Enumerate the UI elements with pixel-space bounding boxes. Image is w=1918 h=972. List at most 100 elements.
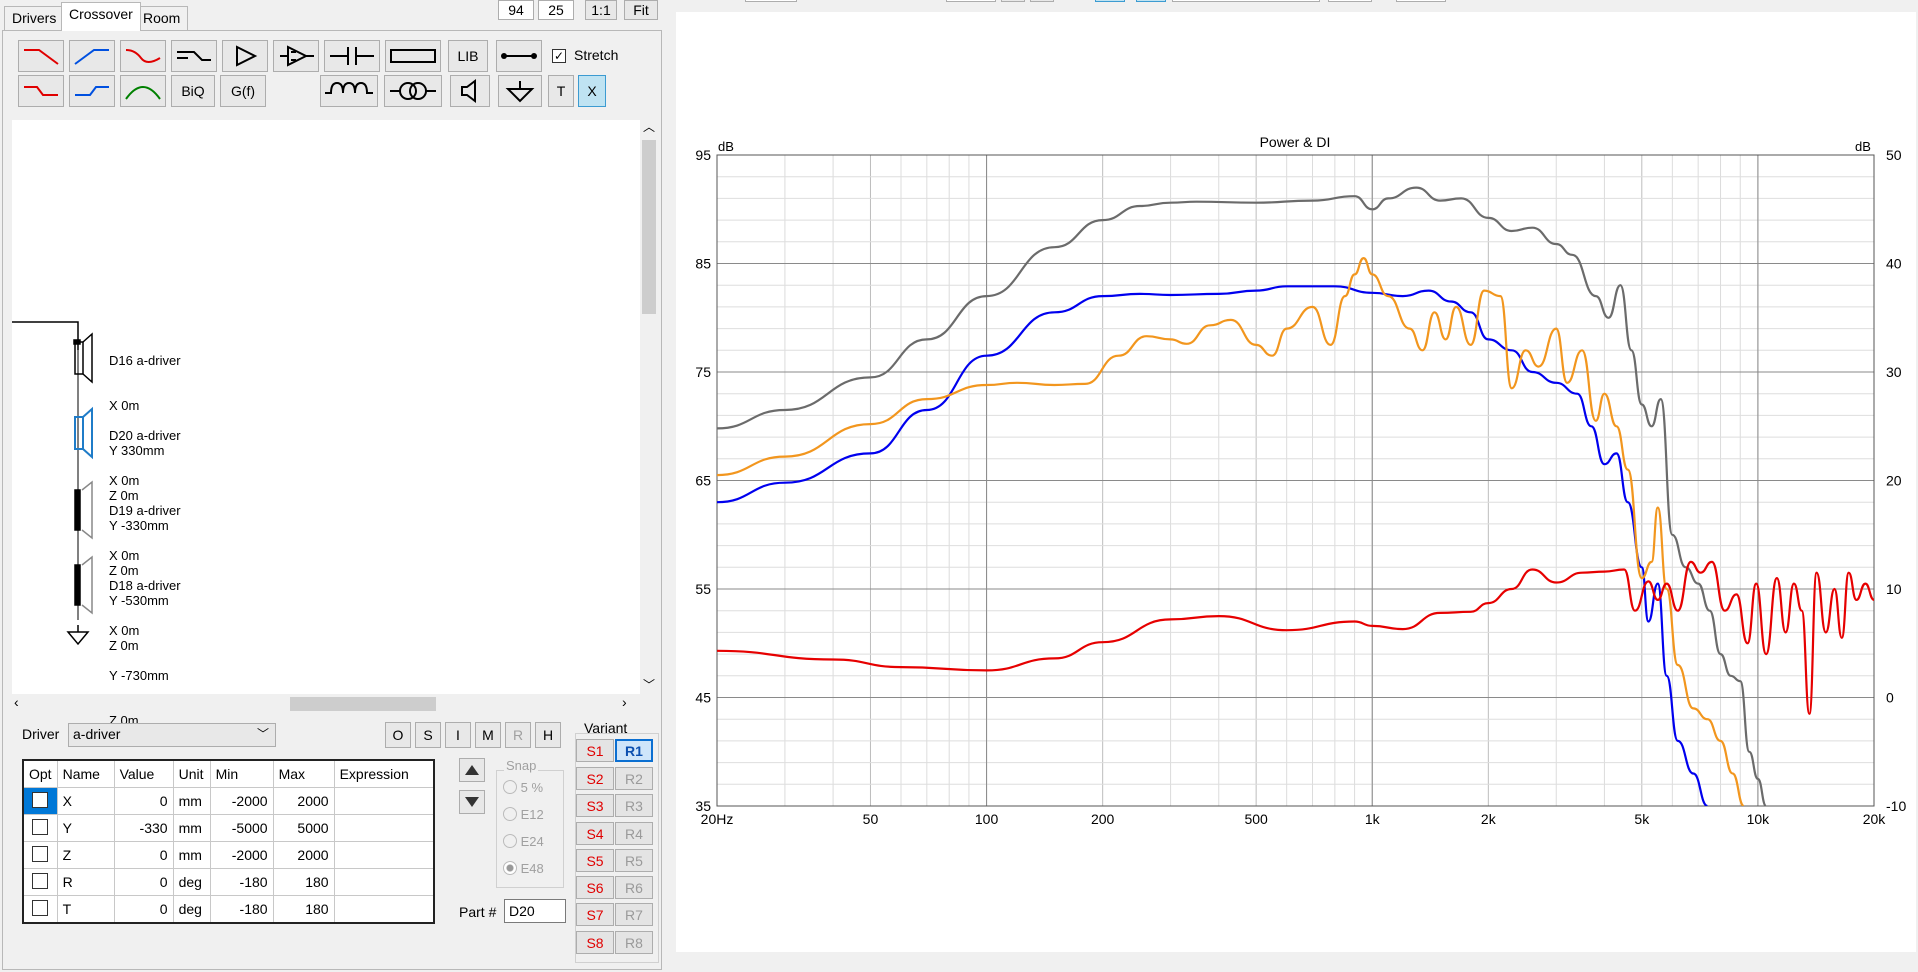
fit-button[interactable]: Fit: [624, 0, 658, 20]
chevron-down-icon[interactable]: ﹀: [642, 678, 655, 692]
chart-toolbar-button[interactable]: [1030, 0, 1054, 2]
mode-button-s[interactable]: S: [415, 722, 441, 748]
snap-option-5[interactable]: 5 %: [503, 780, 543, 795]
chart-toolbar-field[interactable]: [1396, 0, 1446, 2]
chart-toolbar-button[interactable]: [1095, 0, 1125, 2]
highpass-blue-icon[interactable]: [69, 40, 115, 72]
highpass2-blue-icon[interactable]: [69, 75, 115, 107]
variant-r2[interactable]: R2: [615, 767, 653, 790]
opt-cell[interactable]: [22, 787, 58, 815]
chart-toolbar-button[interactable]: [1136, 0, 1166, 2]
max-cell[interactable]: 5000: [272, 814, 335, 842]
opt-cell[interactable]: [22, 841, 58, 869]
table-row[interactable]: Z 0 mm -2000 2000: [22, 841, 435, 869]
variant-s5[interactable]: S5: [576, 849, 614, 872]
chart-toolbar-field[interactable]: [1172, 0, 1320, 2]
max-cell[interactable]: 2000: [272, 787, 335, 815]
tab-room[interactable]: Room: [135, 6, 189, 30]
table-row[interactable]: R 0 deg -180 180: [22, 868, 435, 896]
t-button[interactable]: T: [548, 75, 574, 107]
tab-drivers[interactable]: Drivers: [4, 6, 65, 30]
chart-toolbar-button[interactable]: [1001, 0, 1025, 2]
expression-cell[interactable]: [333, 841, 435, 869]
opt-cell[interactable]: [22, 814, 58, 842]
inductor-icon[interactable]: [320, 75, 378, 107]
variant-s6[interactable]: S6: [576, 876, 614, 899]
table-row[interactable]: X 0 mm -2000 2000: [22, 787, 435, 815]
field-25[interactable]: 25: [538, 0, 574, 20]
transformer-icon[interactable]: [384, 75, 442, 107]
tab-crossover[interactable]: Crossover: [61, 2, 141, 31]
variant-r7[interactable]: R7: [615, 903, 653, 926]
min-cell[interactable]: -2000: [209, 787, 274, 815]
opt-checkbox[interactable]: [32, 872, 49, 889]
opt-checkbox[interactable]: [32, 845, 49, 862]
value-cell[interactable]: -330: [113, 814, 174, 842]
opt-cell[interactable]: [22, 868, 58, 896]
resistor-icon[interactable]: [385, 40, 441, 72]
chart-toolbar-field[interactable]: [1328, 0, 1372, 2]
variant-r4[interactable]: R4: [615, 822, 653, 845]
driver-label-d20[interactable]: D20 a-driver X 0m Y -330mm Z 0m: [109, 398, 181, 593]
variant-s2[interactable]: S2: [576, 767, 614, 790]
expression-cell[interactable]: [333, 787, 435, 815]
table-row[interactable]: Y -330 mm -5000 5000: [22, 814, 435, 842]
part-input[interactable]: D20: [504, 899, 566, 923]
driver-select[interactable]: a-driver ﹀: [68, 723, 276, 747]
one-to-one-button[interactable]: 1:1: [585, 0, 617, 20]
snap-option-e12[interactable]: E12: [503, 807, 544, 822]
driver-label-d16[interactable]: D16 a-driver X 0m Y 330mm Z 0m: [109, 323, 181, 518]
wire-icon[interactable]: [496, 40, 542, 72]
lowpass2-red-icon[interactable]: [18, 75, 64, 107]
opt-checkbox[interactable]: [32, 818, 49, 835]
opt-checkbox[interactable]: [32, 899, 49, 916]
min-cell[interactable]: -2000: [209, 841, 274, 869]
move-up-button[interactable]: [459, 758, 485, 782]
min-cell[interactable]: -180: [209, 868, 274, 896]
max-cell[interactable]: 180: [272, 868, 335, 896]
variant-s7[interactable]: S7: [576, 903, 614, 926]
move-down-button[interactable]: [459, 790, 485, 814]
value-cell[interactable]: 0: [113, 895, 174, 924]
chevron-up-icon[interactable]: ︿: [642, 120, 655, 134]
value-cell[interactable]: 0: [113, 868, 174, 896]
driver-label-d19[interactable]: D19 a-driver X 0m Y -530mm Z 0m: [109, 473, 181, 668]
chart-panel[interactable]: [676, 12, 1916, 952]
expression-cell[interactable]: [333, 868, 435, 896]
field-94[interactable]: 94: [498, 0, 534, 20]
expression-cell[interactable]: [333, 814, 435, 842]
variant-r5[interactable]: R5: [615, 849, 653, 872]
variant-r3[interactable]: R3: [615, 794, 653, 817]
variant-s8[interactable]: S8: [576, 931, 614, 954]
opt-checkbox[interactable]: [32, 791, 49, 808]
chevron-right-icon[interactable]: ›: [622, 694, 627, 710]
variant-s1[interactable]: S1: [576, 739, 614, 762]
buffer-amp-icon[interactable]: [222, 40, 268, 72]
x-button[interactable]: X: [578, 75, 606, 107]
chart-toolbar-field[interactable]: [946, 0, 996, 2]
horizontal-scroll-thumb[interactable]: [290, 697, 436, 711]
snap-option-e24[interactable]: E24: [503, 834, 544, 849]
vertical-scroll-thumb[interactable]: [642, 140, 656, 314]
chevron-left-icon[interactable]: ‹: [14, 694, 19, 710]
biq-button[interactable]: BiQ: [171, 75, 215, 107]
variant-r8[interactable]: R8: [615, 931, 653, 954]
speaker-icon[interactable]: [450, 75, 490, 107]
capacitor-icon[interactable]: [324, 40, 380, 72]
lowpass-red-icon[interactable]: [18, 40, 64, 72]
variant-r6[interactable]: R6: [615, 876, 653, 899]
mode-button-i[interactable]: I: [445, 722, 471, 748]
notch-red-icon[interactable]: [120, 40, 166, 72]
snap-option-e48[interactable]: E48: [503, 861, 544, 876]
max-cell[interactable]: 2000: [272, 841, 335, 869]
variant-s3[interactable]: S3: [576, 794, 614, 817]
expression-cell[interactable]: [333, 895, 435, 924]
lib-button[interactable]: LIB: [448, 40, 488, 72]
stretch-checkbox[interactable]: ✓: [552, 49, 566, 63]
min-cell[interactable]: -5000: [209, 814, 274, 842]
bandpass-green-icon[interactable]: [120, 75, 166, 107]
mode-button-m[interactable]: M: [475, 722, 501, 748]
schematic-canvas[interactable]: [12, 120, 642, 694]
mode-button-h[interactable]: H: [535, 722, 561, 748]
max-cell[interactable]: 180: [272, 895, 335, 924]
